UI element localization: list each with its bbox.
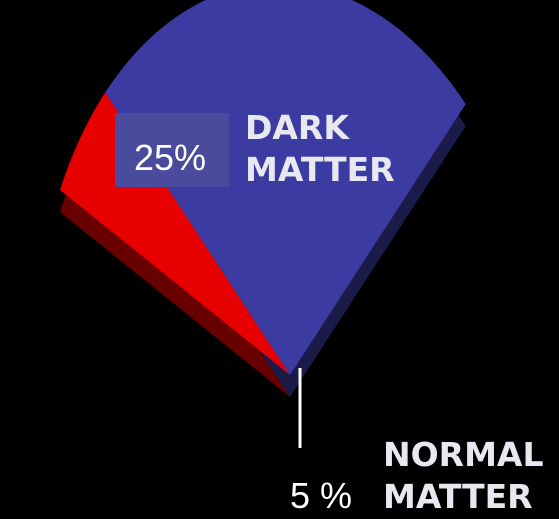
value-label: 5 % [290,475,353,516]
category-label: DARK MATTER [245,108,395,189]
value-label-box [115,113,229,187]
pie-slice [105,0,466,375]
category-label: NORMAL MATTER [383,435,544,516]
value-label: 25% [134,137,207,178]
